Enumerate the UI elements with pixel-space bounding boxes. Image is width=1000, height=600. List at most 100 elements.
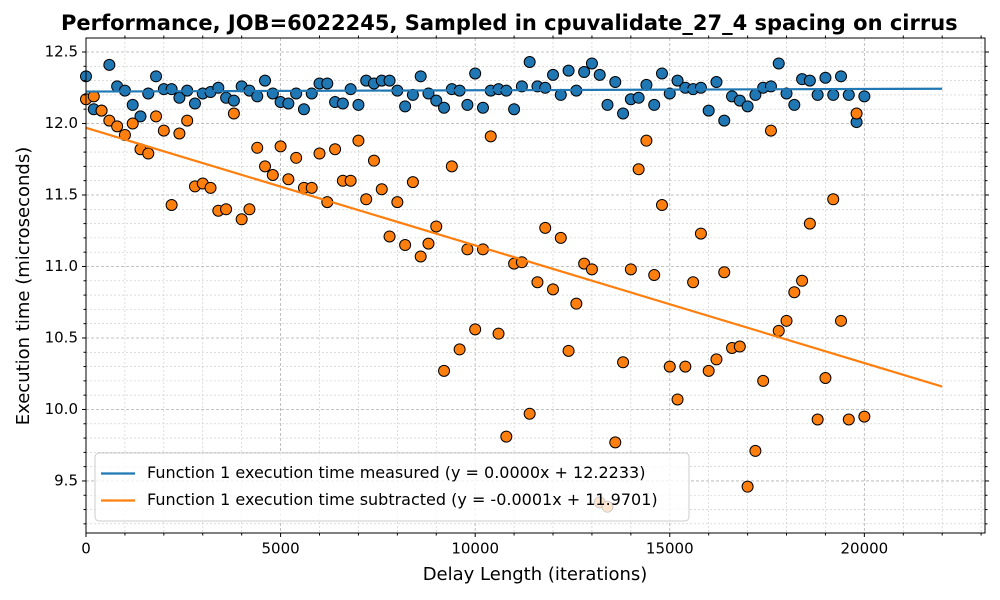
- scatter-point: [399, 100, 412, 113]
- scatter-point: [655, 67, 668, 80]
- scatter-point: [103, 58, 116, 71]
- scatter-point: [850, 107, 863, 120]
- scatter-point: [259, 160, 272, 173]
- scatter-point: [251, 90, 264, 103]
- scatter-point: [290, 87, 303, 100]
- fit-line: [85, 126, 943, 388]
- scatter-point: [142, 87, 155, 100]
- scatter-point: [694, 81, 707, 94]
- scatter-point: [819, 372, 832, 385]
- scatter-point: [547, 68, 560, 81]
- scatter-point: [430, 94, 443, 107]
- scatter-point: [438, 364, 451, 377]
- scatter-point: [835, 70, 848, 83]
- scatter-point: [648, 98, 661, 111]
- scatter-point: [835, 314, 848, 327]
- scatter-point: [585, 57, 598, 70]
- scatter-point: [165, 199, 178, 212]
- scatter-point: [95, 104, 108, 117]
- scatter-point: [702, 104, 715, 117]
- scatter-point: [803, 74, 816, 87]
- scatter-point: [796, 274, 809, 287]
- scatter-point: [469, 323, 482, 336]
- scatter-point: [617, 356, 630, 369]
- scatter-point: [772, 57, 785, 70]
- scatter-point: [819, 71, 832, 84]
- scatter-point: [741, 100, 754, 113]
- scatter-point: [414, 70, 427, 83]
- legend: Function 1 execution time measured (y = …: [94, 452, 690, 522]
- scatter-point: [344, 174, 357, 187]
- scatter-point: [523, 407, 536, 420]
- x-tick-label: 5000: [261, 540, 299, 558]
- x-tick-label: 20000: [840, 540, 888, 558]
- scatter-point: [251, 141, 264, 154]
- scatter-point: [235, 213, 248, 226]
- scatter-point: [687, 276, 700, 289]
- scatter-point: [624, 263, 637, 276]
- scatter-point: [453, 343, 466, 356]
- scatter-point: [578, 66, 591, 79]
- y-tick-label: 9.5: [54, 471, 78, 489]
- scatter-point: [375, 183, 388, 196]
- scatter-point: [266, 168, 279, 181]
- scatter-point: [648, 269, 661, 282]
- scatter-point: [484, 130, 497, 143]
- scatter-point: [842, 413, 855, 426]
- fit-line: [85, 87, 943, 93]
- scatter-point: [282, 97, 295, 110]
- scatter-point: [562, 64, 575, 77]
- scatter-point: [570, 297, 583, 310]
- scatter-point: [204, 181, 217, 194]
- y-tick-label: 10.5: [45, 328, 78, 346]
- chart-title: Performance, JOB=6022245, Sampled in cpu…: [61, 11, 958, 35]
- scatter-point: [352, 98, 365, 111]
- scatter-point: [227, 94, 240, 107]
- scatter-point: [336, 97, 349, 110]
- x-tick-label: 0: [81, 540, 91, 558]
- scatter-point: [173, 127, 186, 140]
- scatter-point: [671, 393, 684, 406]
- scatter-point: [710, 76, 723, 89]
- scatter-point: [274, 140, 287, 153]
- scatter-point: [305, 181, 318, 194]
- scatter-point: [609, 76, 622, 89]
- scatter-point: [827, 88, 840, 101]
- scatter-point: [780, 314, 793, 327]
- scatter-point: [313, 147, 326, 160]
- y-tick-label: 11.0: [45, 257, 78, 275]
- scatter-point: [150, 70, 163, 83]
- scatter-point: [492, 327, 505, 340]
- y-tick-label: 12.5: [45, 43, 78, 61]
- scatter-point: [383, 74, 396, 87]
- scatter-point: [220, 203, 233, 216]
- scatter-point: [811, 88, 824, 101]
- scatter-point: [718, 114, 731, 127]
- scatter-point: [632, 163, 645, 176]
- scatter-point: [383, 230, 396, 243]
- y-tick-label: 12.0: [45, 114, 78, 132]
- scatter-point: [842, 88, 855, 101]
- scatter-point: [165, 83, 178, 96]
- scatter-point: [617, 107, 630, 120]
- scatter-point: [663, 360, 676, 373]
- scatter-point: [188, 97, 201, 110]
- scatter-point: [531, 276, 544, 289]
- scatter-point: [111, 120, 124, 133]
- scatter-point: [811, 413, 824, 426]
- scatter-point: [227, 107, 240, 120]
- scatter-point: [321, 77, 334, 90]
- y-axis-label: Execution time (microseconds): [13, 147, 34, 426]
- scatter-point: [788, 286, 801, 299]
- scatter-point: [181, 114, 194, 127]
- scatter-point: [430, 220, 443, 233]
- scatter-point: [601, 98, 614, 111]
- scatter-point: [772, 324, 785, 337]
- scatter-point: [803, 217, 816, 230]
- scatter-point: [655, 199, 668, 212]
- scatter-point: [150, 110, 163, 123]
- scatter-point: [733, 340, 746, 353]
- y-tick-label: 11.5: [45, 185, 78, 203]
- scatter-point: [367, 154, 380, 167]
